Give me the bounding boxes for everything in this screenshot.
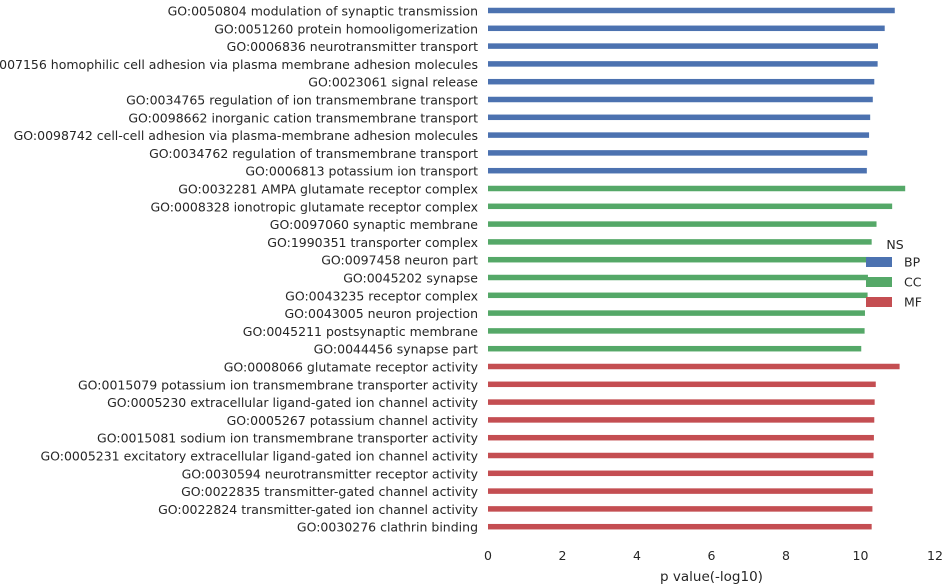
bar-bp bbox=[488, 114, 871, 121]
bar-cc bbox=[488, 345, 862, 352]
bar-bp bbox=[488, 25, 885, 32]
category-label: GO:0045211 postsynaptic membrane bbox=[243, 324, 479, 339]
x-tick-label: 6 bbox=[708, 548, 716, 563]
bar-cc bbox=[488, 274, 868, 281]
legend-swatch-mf bbox=[866, 297, 892, 307]
bar-cc bbox=[488, 310, 865, 316]
x-axis-title: p value(-log10) bbox=[660, 569, 763, 585]
category-label: GO:0034762 regulation of transmembrane t… bbox=[149, 146, 478, 161]
bar-mf bbox=[488, 399, 875, 405]
bar-mf bbox=[488, 523, 872, 530]
bar-cc bbox=[488, 221, 877, 227]
x-tick-label: 0 bbox=[484, 548, 492, 563]
category-label: GO:0006813 potassium ion transport bbox=[245, 164, 478, 179]
bars-group bbox=[488, 7, 906, 530]
category-label: GO:0030594 neurotransmitter receptor act… bbox=[182, 466, 479, 481]
category-label: GO:0097458 neuron part bbox=[321, 253, 478, 268]
category-label: GO:0023061 signal release bbox=[308, 75, 478, 90]
legend-label-cc: CC bbox=[904, 275, 922, 290]
x-tick-labels: 0 2 4 6 8 10 12 bbox=[484, 548, 943, 563]
bar-cc bbox=[488, 256, 870, 263]
bar-mf bbox=[488, 506, 873, 512]
category-label: GO:0098742 cell-cell adhesion via plasma… bbox=[14, 128, 478, 143]
bar-mf bbox=[488, 381, 876, 388]
bar-bp bbox=[488, 150, 868, 156]
category-label: GO:0008066 glutamate receptor activity bbox=[224, 360, 479, 375]
legend-title: NS bbox=[886, 237, 903, 252]
bar-bp bbox=[488, 43, 879, 49]
bar-cc bbox=[488, 292, 868, 299]
bar-mf bbox=[488, 417, 875, 423]
category-label: GO:0098662 inorganic cation transmembran… bbox=[128, 110, 478, 125]
bar-mf bbox=[488, 488, 873, 494]
bar-mf bbox=[488, 434, 874, 441]
category-label: GO:0044456 synapse part bbox=[314, 342, 478, 357]
category-label: GO:0032281 AMPA glutamate receptor compl… bbox=[178, 182, 478, 197]
category-label: GO:1990351 transporter complex bbox=[267, 235, 478, 250]
legend-swatch-cc bbox=[866, 277, 892, 287]
bar-bp bbox=[488, 167, 867, 174]
category-labels: GO:0050804 modulation of synaptic transm… bbox=[0, 4, 479, 535]
x-tick-label: 12 bbox=[927, 548, 943, 563]
bar-bp bbox=[488, 78, 875, 85]
bar-bp bbox=[488, 7, 895, 14]
category-label: GO:0015079 potassium ion transmembrane t… bbox=[78, 377, 479, 392]
category-label: GO:0006836 neurotransmitter transport bbox=[227, 39, 478, 54]
category-label: GO:0007156 homophilic cell adhesion via … bbox=[0, 57, 478, 72]
legend-swatch-bp bbox=[866, 257, 892, 267]
bar-cc bbox=[488, 328, 865, 334]
category-label: GO:0022835 transmitter-gated channel act… bbox=[181, 484, 478, 499]
category-label: GO:0022824 transmitter-gated ion channel… bbox=[158, 502, 479, 517]
category-label: GO:0015081 sodium ion transmembrane tran… bbox=[97, 431, 479, 446]
bar-mf bbox=[488, 452, 874, 459]
legend-label-bp: BP bbox=[904, 255, 921, 270]
x-tick-label: 2 bbox=[559, 548, 567, 563]
category-label: GO:0005267 potassium channel activity bbox=[227, 413, 479, 428]
category-label: GO:0005231 excitatory extracellular liga… bbox=[40, 449, 478, 464]
category-label: GO:0050804 modulation of synaptic transm… bbox=[168, 4, 478, 19]
category-label: GO:0043235 receptor complex bbox=[285, 288, 478, 303]
category-label: GO:0045202 synapse bbox=[343, 271, 478, 286]
bar-bp bbox=[488, 96, 873, 103]
x-tick-label: 4 bbox=[633, 548, 641, 563]
bar-mf bbox=[488, 363, 900, 370]
bar-bp bbox=[488, 132, 870, 138]
bar-cc bbox=[488, 203, 893, 210]
category-label: GO:0097060 synaptic membrane bbox=[270, 217, 479, 232]
x-tick-label: 10 bbox=[853, 548, 869, 563]
x-tick-label: 8 bbox=[782, 548, 790, 563]
bar-bp bbox=[488, 61, 878, 67]
category-label: GO:0005230 extracellular ligand-gated io… bbox=[107, 395, 479, 410]
category-label: GO:0051260 protein homooligomerization bbox=[214, 21, 478, 36]
category-label: GO:0043005 neuron projection bbox=[284, 306, 478, 321]
legend-label-mf: MF bbox=[904, 295, 922, 310]
bar-mf bbox=[488, 470, 874, 477]
bar-cc bbox=[488, 185, 906, 192]
bar-cc bbox=[488, 239, 872, 245]
category-label: GO:0008328 ionotropic glutamate receptor… bbox=[151, 199, 479, 214]
legend: NS BP CC MF bbox=[866, 237, 922, 310]
category-label: GO:0030276 clathrin binding bbox=[297, 520, 478, 535]
category-label: GO:0034765 regulation of ion transmembra… bbox=[126, 93, 478, 108]
